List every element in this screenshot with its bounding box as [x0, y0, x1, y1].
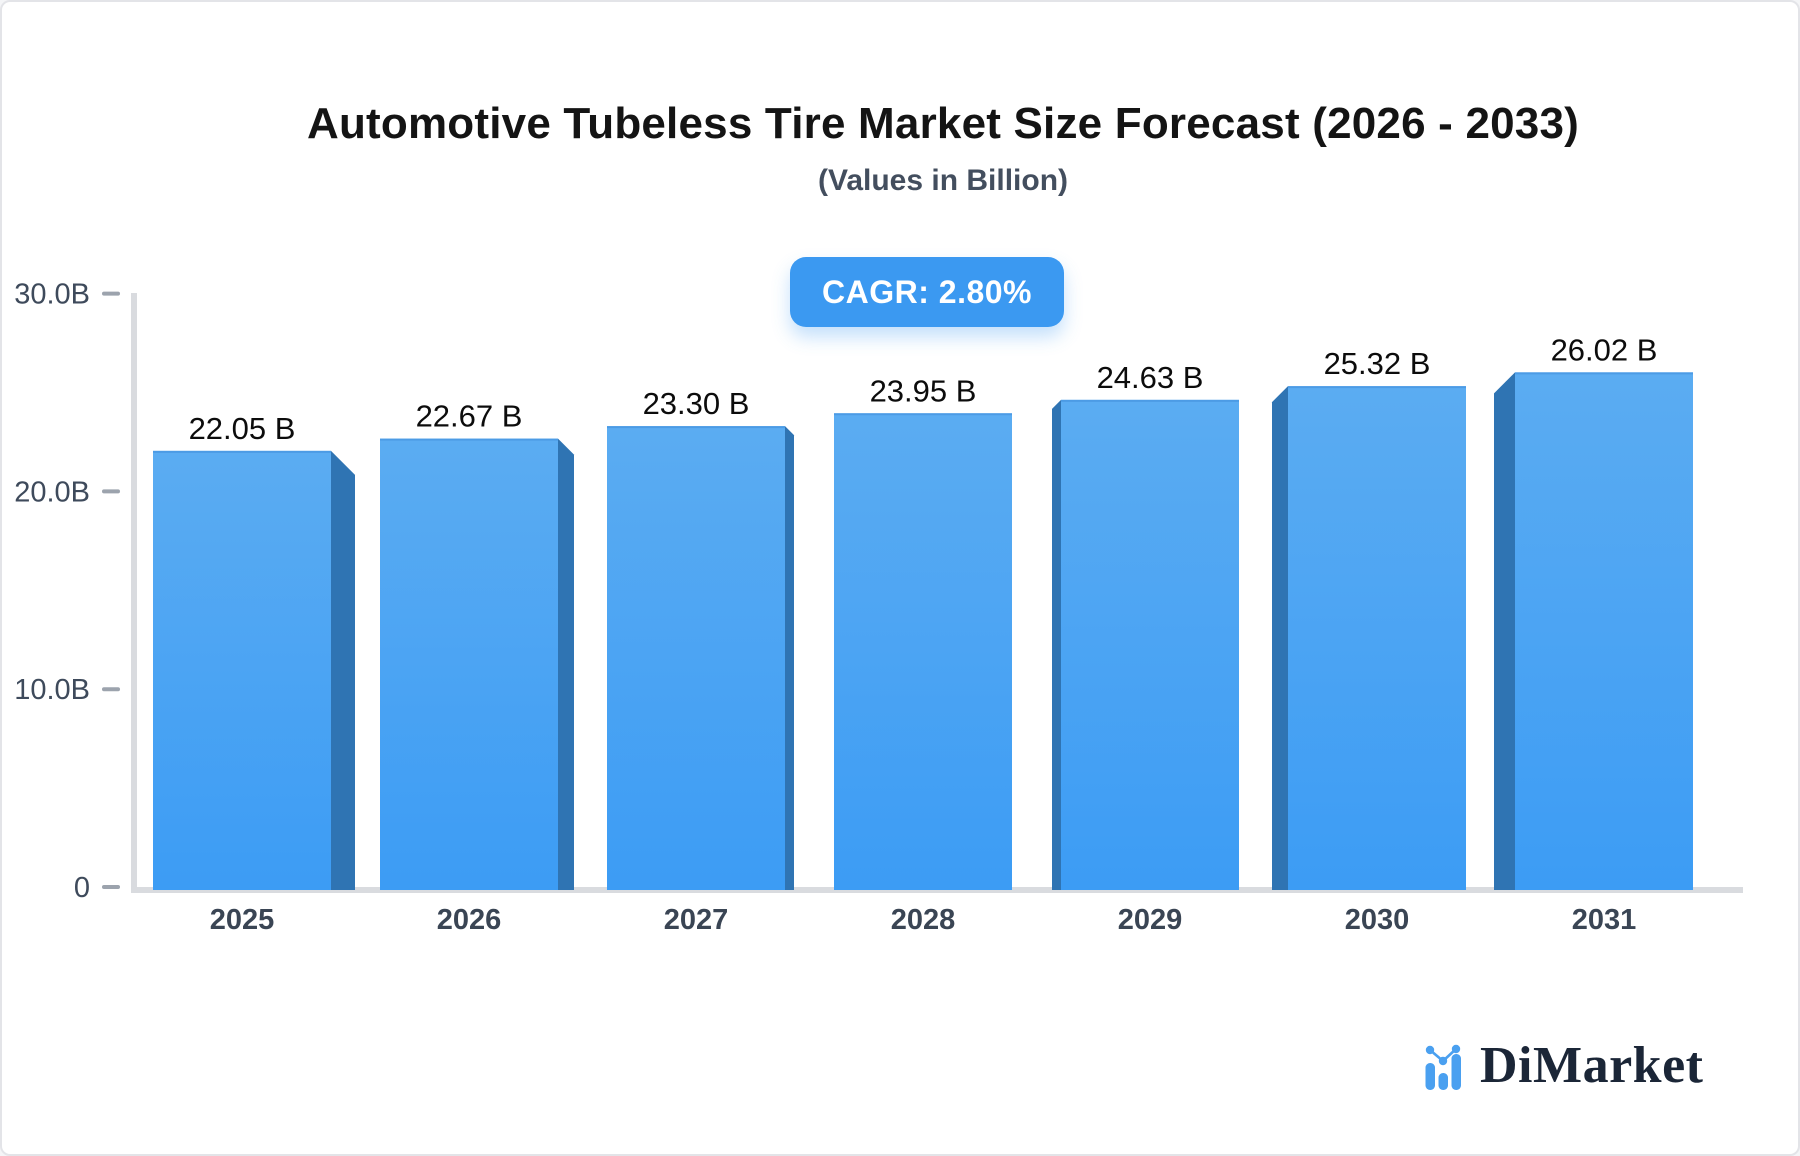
x-axis-category-label: 2030 — [1345, 904, 1410, 936]
bar-2029[interactable]: 24.63 B — [1052, 360, 1239, 890]
bar-front-face — [380, 438, 558, 890]
dimarket-logo: DiMarket — [1424, 1040, 1703, 1092]
bar-value-label: 22.05 B — [189, 411, 296, 446]
bar-2031[interactable]: 26.02 B — [1494, 332, 1693, 890]
dimarket-logo-text: DiMarket — [1480, 1037, 1704, 1094]
bar-front-face — [834, 413, 1012, 890]
bar-front-face — [1061, 399, 1239, 890]
bar-chart-logo-icon — [1425, 1044, 1461, 1090]
bar-2030[interactable]: 25.32 B — [1272, 346, 1466, 890]
bar-value-label: 22.67 B — [416, 399, 523, 434]
y-axis-tick-label: 20.0B — [14, 476, 90, 508]
bar-value-label: 26.02 B — [1551, 332, 1658, 367]
y-axis-tick-label: 0 — [74, 872, 90, 904]
bar-value-label: 23.30 B — [643, 386, 750, 421]
bar-2028[interactable]: 23.95 B — [834, 373, 1012, 890]
bar-front-face — [1515, 372, 1693, 890]
bar-2025[interactable]: 22.05 B — [153, 411, 355, 890]
x-axis-category-label: 2025 — [210, 904, 275, 936]
bar-front-face — [607, 426, 785, 890]
y-axis-tick-mark — [102, 489, 120, 494]
cagr-badge: CAGR: 2.80% — [790, 257, 1064, 327]
y-axis-tick-label: 30.0B — [14, 279, 90, 311]
bar-side-face — [1272, 386, 1288, 890]
chart-subtitle: (Values in Billion) — [817, 164, 1069, 197]
bar-2026[interactable]: 22.67 B — [380, 399, 574, 890]
bar-side-face — [331, 450, 355, 890]
y-axis-line — [131, 293, 137, 893]
bar-side-face — [1052, 399, 1061, 890]
y-axis-tick-mark — [102, 291, 120, 296]
bar-value-label: 25.32 B — [1324, 346, 1431, 381]
y-axis-tick-mark — [102, 885, 120, 889]
x-axis-category-label: 2031 — [1572, 904, 1637, 936]
bar-2027[interactable]: 23.30 B — [607, 386, 794, 890]
x-axis-category-label: 2027 — [664, 904, 729, 936]
bar-value-label: 24.63 B — [1097, 360, 1204, 395]
bar-front-face — [1288, 386, 1466, 890]
bar-value-label: 23.95 B — [870, 373, 977, 408]
bar-side-face — [558, 438, 574, 890]
bar-side-face — [785, 426, 794, 890]
x-axis-category-label: 2028 — [891, 904, 956, 936]
bar-side-face — [1494, 372, 1515, 890]
chart-title: Automotive Tubeless Tire Market Size For… — [307, 99, 1579, 148]
cagr-badge-label: CAGR: 2.80% — [822, 273, 1032, 310]
y-axis-tick-label: 10.0B — [14, 674, 90, 706]
x-axis-category-label: 2026 — [437, 904, 502, 936]
bar-front-face — [153, 450, 331, 890]
x-axis-category-label: 2029 — [1118, 904, 1183, 936]
chart-header: Automotive Tubeless Tire Market Size For… — [88, 2, 1798, 198]
y-axis-tick-mark — [102, 687, 120, 692]
